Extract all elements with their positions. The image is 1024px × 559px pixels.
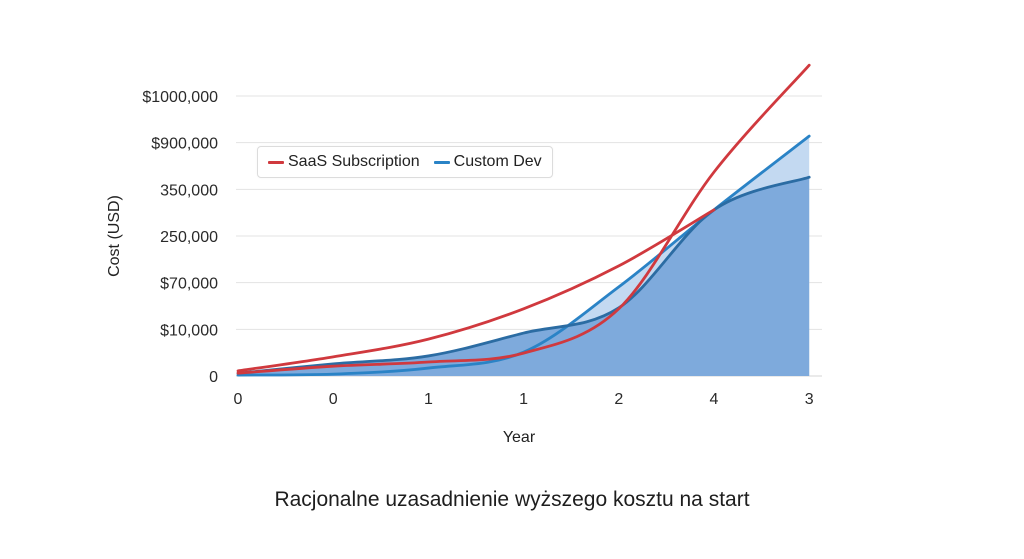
legend-label-saas: SaaS Subscription bbox=[288, 153, 420, 170]
chart-caption: Racjonalne uzasadnienie wyższego kosztu … bbox=[274, 488, 750, 511]
y-tick-label: $1000,000 bbox=[142, 89, 218, 106]
saas-line-steep[interactable] bbox=[236, 63, 811, 375]
line-chart: 0 $10,000 $70,000 250,000 350,000 $900,000 $10… bbox=[106, 63, 822, 446]
x-tick-label: 0 bbox=[329, 391, 338, 408]
legend-item-custom-dev[interactable]: Custom Dev bbox=[433, 153, 542, 171]
x-tick-label: 2 bbox=[614, 391, 623, 408]
custom-dev-swatch-icon bbox=[433, 160, 450, 164]
series-lines bbox=[236, 63, 811, 377]
y-axis-ticks: 0 $10,000 $70,000 250,000 350,000 $900,000 $10… bbox=[142, 89, 218, 386]
x-tick-label: 1 bbox=[424, 391, 433, 408]
x-axis-ticks: 0 0 1 1 2 4 3 bbox=[234, 391, 814, 408]
y-tick-label: $10,000 bbox=[160, 322, 218, 339]
x-tick-label: 0 bbox=[234, 391, 243, 408]
custom-dev-dark-area bbox=[238, 177, 810, 376]
saas-line-upper-gentle[interactable] bbox=[236, 208, 716, 373]
y-tick-label: 250,000 bbox=[160, 229, 218, 246]
y-axis-title: Cost (USD) bbox=[106, 195, 123, 277]
area-fills bbox=[238, 136, 810, 376]
chart-legend: SaaS Subscription Custom Dev bbox=[257, 146, 553, 178]
legend-item-saas[interactable]: SaaS Subscription bbox=[268, 153, 420, 171]
x-tick-label: 1 bbox=[519, 391, 528, 408]
y-tick-label: $900,000 bbox=[151, 136, 218, 153]
y-tick-label: 350,000 bbox=[160, 182, 218, 199]
x-tick-label: 4 bbox=[710, 391, 719, 408]
gridlines bbox=[236, 95, 822, 377]
saas-swatch-icon bbox=[268, 160, 284, 164]
y-tick-label: $70,000 bbox=[160, 276, 218, 293]
x-axis-title: Year bbox=[503, 429, 536, 446]
x-tick-label: 3 bbox=[805, 391, 814, 408]
legend-label-custom-dev: Custom Dev bbox=[453, 153, 542, 170]
y-tick-label: 0 bbox=[209, 369, 218, 386]
